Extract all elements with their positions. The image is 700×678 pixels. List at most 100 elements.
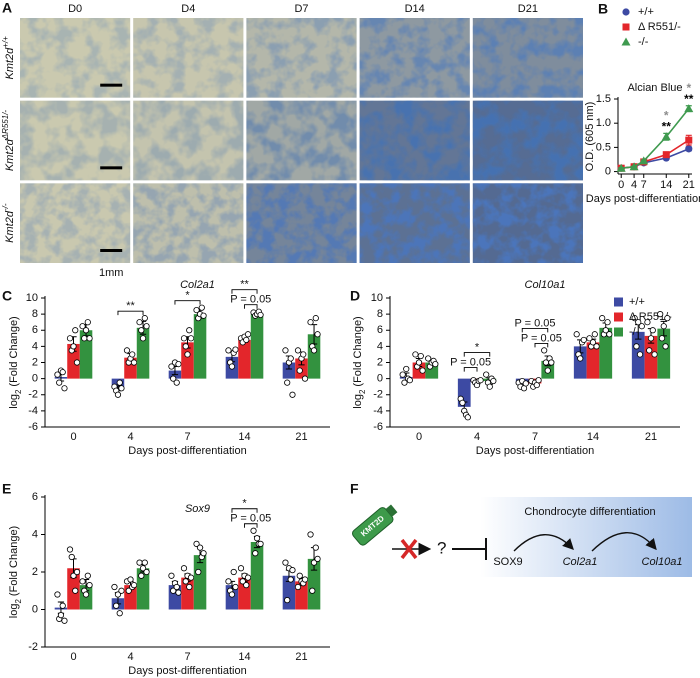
protein-icon: KMT2D (352, 504, 398, 546)
x-tick-label: 0 (416, 431, 422, 443)
data-point (459, 399, 466, 406)
micrograph-texture (359, 18, 470, 98)
significance: ** (126, 300, 135, 312)
y-tick-label: 4 (32, 528, 38, 540)
panel-label: B (598, 1, 608, 17)
data-point (237, 565, 245, 572)
bar (657, 328, 671, 379)
data-point (232, 346, 239, 353)
data-point (143, 568, 150, 576)
data-point (66, 546, 74, 553)
gene-name: Kmt2d (4, 47, 16, 80)
data-point (129, 351, 136, 358)
data-point (406, 377, 413, 384)
data-point (257, 540, 264, 547)
data-point (170, 587, 177, 594)
x-axis-label: Days post-differentiation (476, 445, 594, 457)
marker (662, 151, 670, 159)
data-point (143, 323, 150, 330)
data-point (79, 323, 86, 330)
x-tick-label: 21 (295, 431, 307, 443)
micrograph-texture (246, 100, 357, 181)
data-point (72, 587, 79, 594)
x-tick-label: 14 (238, 651, 250, 663)
data-point (184, 351, 191, 358)
data-point (419, 367, 426, 374)
data-point (86, 335, 93, 342)
x-tick-label: 14 (238, 431, 250, 443)
data-point (79, 578, 86, 585)
y-tick-label: 10 (371, 292, 383, 304)
data-point (257, 311, 264, 319)
x-axis-label: Days post-differentiation (128, 665, 246, 677)
data-point (61, 385, 68, 392)
data-point (111, 583, 118, 591)
micrograph-texture (472, 18, 583, 98)
y-tick-label: -2 (28, 389, 38, 401)
data-point (477, 377, 484, 384)
column-label: D7 (294, 3, 308, 15)
y-tick-label: 2 (32, 356, 38, 368)
marker (661, 132, 671, 141)
y-label-part: log (8, 394, 20, 409)
data-point (123, 347, 131, 354)
data-point (417, 352, 424, 360)
data-point (193, 306, 200, 314)
data-point (522, 380, 529, 387)
y-tick-label: 1.0 (596, 117, 611, 129)
y-axis-label: O.D. (605 nm) (584, 102, 596, 172)
data-point (66, 335, 74, 342)
data-point (61, 617, 68, 624)
micrograph-texture (246, 183, 357, 263)
y-label-sub: 2 (14, 599, 23, 604)
marker (685, 136, 693, 144)
data-point (141, 559, 148, 566)
marker (684, 104, 694, 113)
micrograph-texture (359, 183, 470, 263)
data-point (125, 587, 132, 594)
unknown-factor: ? (437, 538, 446, 557)
micrograph-texture (133, 100, 244, 181)
y-tick-label: 0.5 (596, 141, 611, 153)
data-point (636, 351, 644, 358)
data-point (638, 323, 645, 330)
marker (622, 23, 630, 31)
data-point (170, 375, 177, 382)
data-point (73, 359, 81, 366)
data-point (114, 591, 122, 598)
significance: P = 0.05 (450, 357, 491, 369)
data-point (250, 527, 257, 534)
data-point (138, 572, 145, 579)
significance-bracket (117, 310, 144, 316)
data-point (232, 583, 239, 591)
significance: ** (240, 279, 249, 291)
data-point (310, 347, 318, 354)
data-point (314, 555, 321, 562)
data-point (228, 591, 236, 598)
significance-bracket (534, 342, 549, 348)
row-label: Kmt2d+/+ (1, 36, 16, 80)
data-point (243, 582, 250, 589)
data-point (296, 367, 303, 374)
data-point (130, 582, 138, 589)
data-point (225, 347, 232, 354)
data-point (138, 327, 145, 334)
significance: * (664, 109, 669, 123)
data-point (118, 587, 125, 594)
chart-title: Col2a1 (180, 279, 215, 291)
data-point (175, 361, 182, 368)
chart-title: Col10a1 (525, 279, 566, 291)
y-tick-label: 2 (32, 566, 38, 578)
data-point (593, 343, 600, 350)
data-point (483, 371, 490, 378)
data-point (182, 578, 189, 585)
marker (621, 37, 631, 46)
data-point (599, 315, 606, 322)
y-axis-label: log2 (Fold Change) (8, 526, 23, 618)
data-point (664, 315, 671, 322)
data-point (573, 331, 580, 338)
significance: P = 0.05 (230, 513, 271, 525)
y-label-sub: 2 (358, 389, 367, 394)
data-point (282, 347, 289, 354)
